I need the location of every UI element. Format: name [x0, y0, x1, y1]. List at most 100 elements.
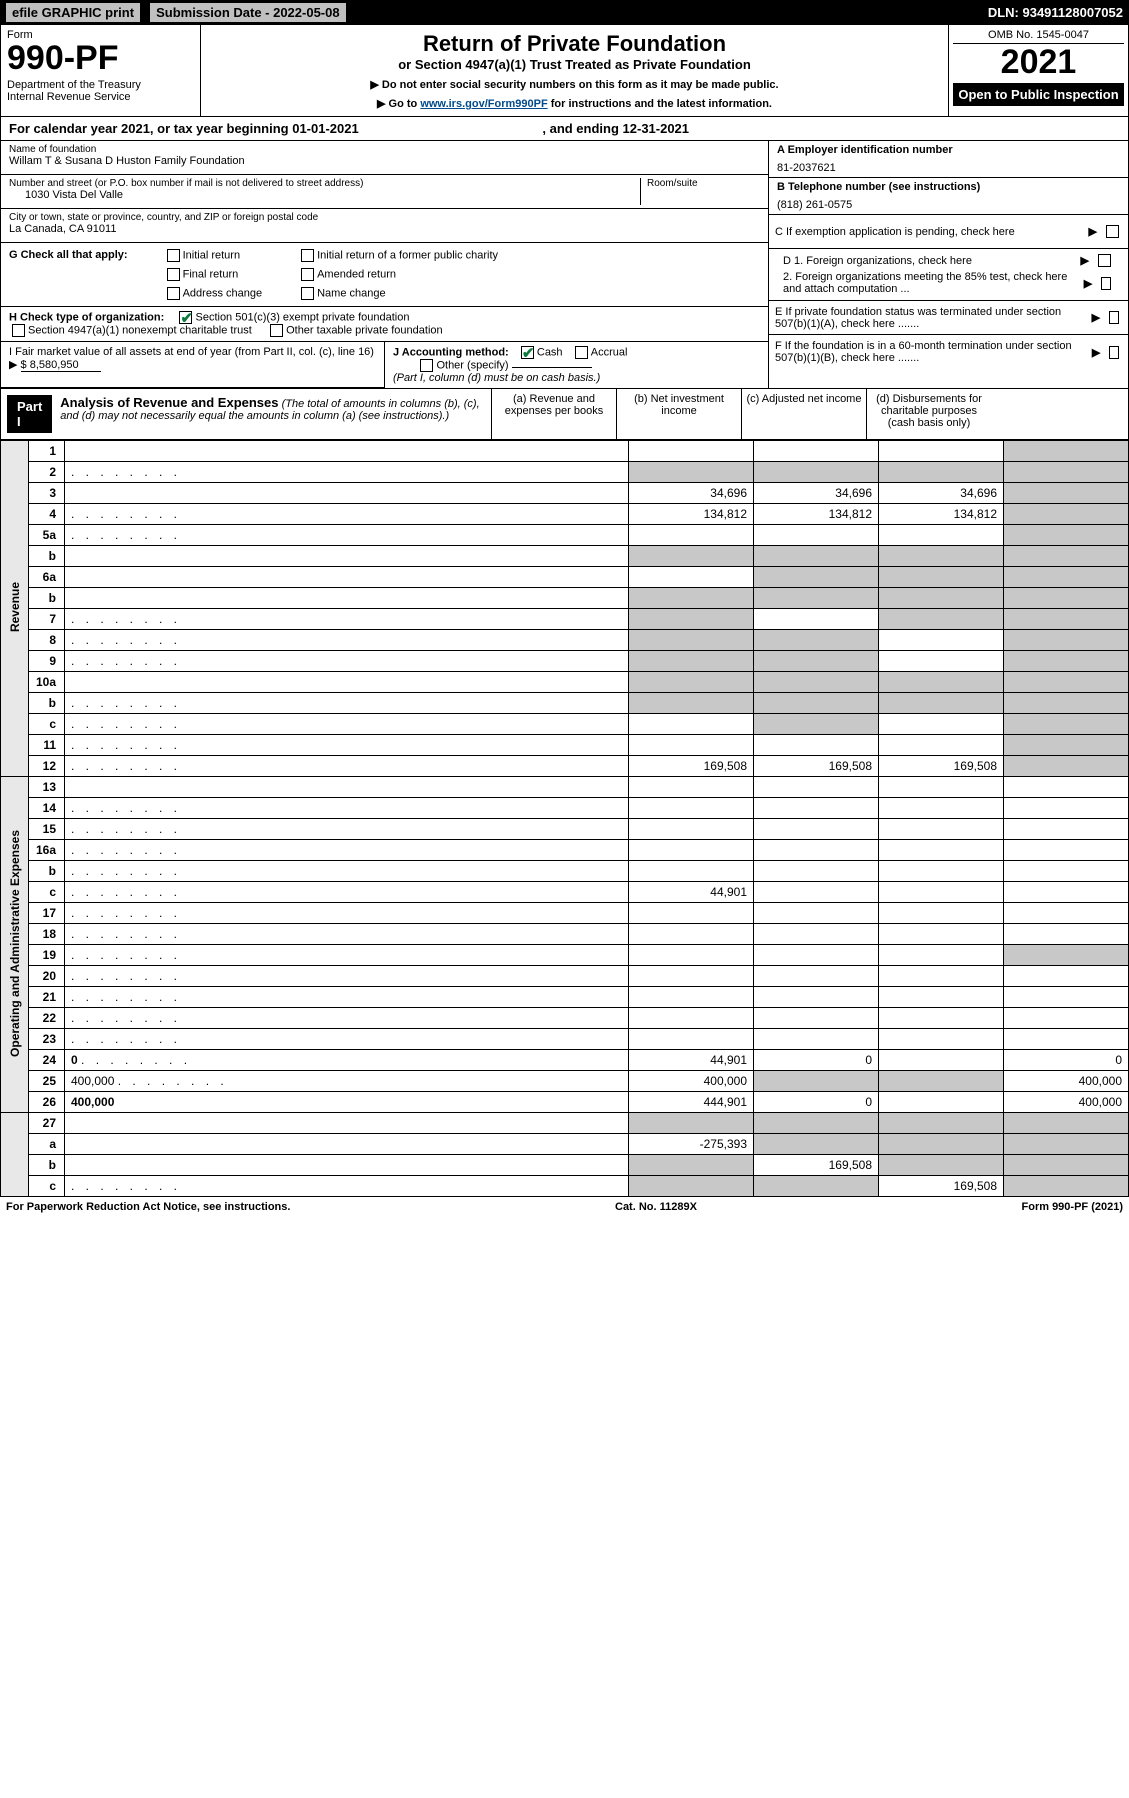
- cell-b: [754, 1134, 879, 1155]
- cell-b: 0: [754, 1092, 879, 1113]
- cell-b: [754, 882, 879, 903]
- checkbox-accrual[interactable]: [575, 346, 588, 359]
- line-number: 26: [29, 1092, 65, 1113]
- cell-a: 169,508: [629, 756, 754, 777]
- checkbox-f[interactable]: [1109, 346, 1119, 359]
- line-number: 22: [29, 1008, 65, 1029]
- cell-a: [629, 630, 754, 651]
- cell-d: [1004, 609, 1129, 630]
- col-a-header: (a) Revenue and expenses per books: [491, 389, 616, 439]
- cell-b: 169,508: [754, 1155, 879, 1176]
- line-description: [65, 567, 629, 588]
- cell-b: [754, 630, 879, 651]
- line-description: . . . . . . . .: [65, 651, 629, 672]
- line-description: [65, 1134, 629, 1155]
- line-description: [65, 1113, 629, 1134]
- checkbox-d2[interactable]: [1101, 277, 1111, 290]
- line-number: 15: [29, 819, 65, 840]
- checkbox-c[interactable]: [1106, 225, 1119, 238]
- cell-c: [879, 987, 1004, 1008]
- cell-c: 169,508: [879, 756, 1004, 777]
- line-number: 3: [29, 483, 65, 504]
- checkbox-cash[interactable]: [521, 346, 534, 359]
- table-row: 6a: [1, 567, 1129, 588]
- cell-c: [879, 945, 1004, 966]
- table-row: 9 . . . . . . . .: [1, 651, 1129, 672]
- checkbox-address[interactable]: [167, 287, 180, 300]
- cell-a: [629, 840, 754, 861]
- line-description: . . . . . . . .: [65, 1008, 629, 1029]
- cell-a: [629, 567, 754, 588]
- calendar-year-row: For calendar year 2021, or tax year begi…: [0, 117, 1129, 141]
- cell-b: [754, 903, 879, 924]
- checkbox-d1[interactable]: [1098, 254, 1111, 267]
- table-row: 25400,000 . . . . . . . .400,000400,000: [1, 1071, 1129, 1092]
- cell-a: [629, 798, 754, 819]
- page-footer: For Paperwork Reduction Act Notice, see …: [0, 1197, 1129, 1217]
- line-description: 400,000: [65, 1092, 629, 1113]
- table-row: Operating and Administrative Expenses13: [1, 777, 1129, 798]
- line-description: . . . . . . . .: [65, 735, 629, 756]
- phone-cell: B Telephone number (see instructions) (8…: [769, 178, 1128, 215]
- line-description: . . . . . . . .: [65, 882, 629, 903]
- checkbox-4947[interactable]: [12, 324, 25, 337]
- cell-c: [879, 609, 1004, 630]
- line-number: 21: [29, 987, 65, 1008]
- line-description: [65, 546, 629, 567]
- cell-d: [1004, 1155, 1129, 1176]
- checkbox-final[interactable]: [167, 268, 180, 281]
- foundation-name: Willam T & Susana D Huston Family Founda…: [9, 155, 760, 167]
- checkbox-initial-former[interactable]: [301, 249, 314, 262]
- line-description: . . . . . . . .: [65, 1176, 629, 1197]
- side-label-revenue: Revenue: [1, 441, 29, 777]
- table-row: 11 . . . . . . . .: [1, 735, 1129, 756]
- table-row: 4 . . . . . . . .134,812134,812134,812: [1, 504, 1129, 525]
- cell-d: [1004, 630, 1129, 651]
- line-number: c: [29, 882, 65, 903]
- omb: OMB No. 1545-0047: [953, 29, 1124, 44]
- cell-c: [879, 777, 1004, 798]
- cell-c: [879, 840, 1004, 861]
- cell-d: [1004, 966, 1129, 987]
- irs-link[interactable]: www.irs.gov/Form990PF: [420, 98, 547, 110]
- cell-d: 400,000: [1004, 1071, 1129, 1092]
- line-description: . . . . . . . .: [65, 1029, 629, 1050]
- table-row: 10a: [1, 672, 1129, 693]
- line-description: . . . . . . . .: [65, 819, 629, 840]
- cell-a: [629, 945, 754, 966]
- cell-d: [1004, 1176, 1129, 1197]
- line-description: . . . . . . . .: [65, 756, 629, 777]
- line-description: . . . . . . . .: [65, 966, 629, 987]
- fmv-value: $ 8,580,950: [21, 359, 101, 372]
- cell-c: 134,812: [879, 504, 1004, 525]
- city-cell: City or town, state or province, country…: [1, 209, 768, 243]
- checkbox-e[interactable]: [1109, 311, 1119, 324]
- cell-b: [754, 987, 879, 1008]
- cell-c: [879, 651, 1004, 672]
- line-number: 1: [29, 441, 65, 462]
- checkbox-other-method[interactable]: [420, 359, 433, 372]
- cell-c: [879, 441, 1004, 462]
- checkbox-other-taxable[interactable]: [270, 324, 283, 337]
- line-number: 7: [29, 609, 65, 630]
- line-description: . . . . . . . .: [65, 903, 629, 924]
- checkbox-initial[interactable]: [167, 249, 180, 262]
- cell-d: [1004, 567, 1129, 588]
- line-description: . . . . . . . .: [65, 945, 629, 966]
- line-number: 18: [29, 924, 65, 945]
- checkbox-name[interactable]: [301, 287, 314, 300]
- cell-c: [879, 714, 1004, 735]
- checkbox-501c3[interactable]: [179, 311, 192, 324]
- cell-b: [754, 1113, 879, 1134]
- cell-b: 0: [754, 1050, 879, 1071]
- checkbox-amended[interactable]: [301, 268, 314, 281]
- line-number: 8: [29, 630, 65, 651]
- cell-a: 34,696: [629, 483, 754, 504]
- cell-a: [629, 651, 754, 672]
- cell-a: [629, 714, 754, 735]
- line-number: 11: [29, 735, 65, 756]
- line-description: . . . . . . . .: [65, 987, 629, 1008]
- table-row: 15 . . . . . . . .: [1, 819, 1129, 840]
- cell-d: 400,000: [1004, 1092, 1129, 1113]
- line-description: [65, 588, 629, 609]
